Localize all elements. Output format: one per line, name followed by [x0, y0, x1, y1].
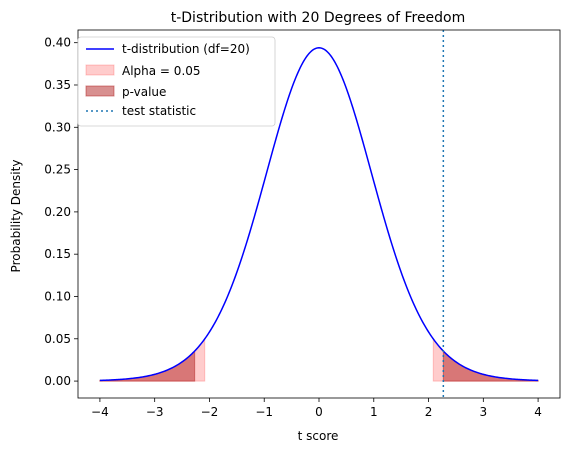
y-tick-label: 0.30: [44, 120, 71, 134]
x-tick-label: −3: [146, 405, 164, 419]
chart-title: t-Distribution with 20 Degrees of Freedo…: [171, 10, 466, 26]
legend-box: [77, 36, 276, 127]
x-tick-label: −4: [91, 405, 109, 419]
legend-label-alpha: Alpha = 0.05: [122, 64, 201, 78]
x-tick-label: 3: [479, 405, 487, 419]
y-tick-label: 0.15: [44, 247, 71, 261]
legend-swatch-pvalue: [85, 85, 115, 97]
x-tick-label: −2: [201, 405, 219, 419]
y-tick-label: 0.35: [44, 78, 71, 92]
legend-swatch-alpha: [85, 64, 115, 76]
x-tick-label: −1: [255, 405, 273, 419]
y-tick-label: 0.40: [44, 36, 71, 50]
y-tick-label: 0.10: [44, 289, 71, 303]
x-tick-label: 1: [370, 405, 378, 419]
legend-label-test-statistic: test statistic: [122, 104, 196, 118]
x-tick-label: 4: [534, 405, 542, 419]
y-tick-label: 0.20: [44, 205, 71, 219]
x-axis-label: t score: [298, 429, 339, 443]
legend-label-pvalue: p-value: [122, 85, 166, 99]
x-tick-label: 2: [425, 405, 433, 419]
x-tick-label: 0: [315, 405, 323, 419]
plot-area: [77, 29, 561, 399]
t-distribution-curve: [99, 47, 539, 382]
y-axis-ticks: 0.00 0.05 0.10 0.15 0.20 0.25 0.30 0.35 0.40: [44, 36, 78, 388]
legend-label-curve: t-distribution (df=20): [122, 42, 250, 56]
legend: t-distribution (df=20) Alpha = 0.05 p-va…: [77, 36, 276, 127]
x-axis-ticks: −4 −3 −2 −1 0 1 2 3 4: [91, 398, 542, 419]
y-tick-label: 0.00: [44, 374, 71, 388]
y-axis-label: Probability Density: [9, 160, 23, 273]
y-tick-label: 0.25: [44, 163, 71, 177]
y-tick-label: 0.05: [44, 332, 71, 346]
